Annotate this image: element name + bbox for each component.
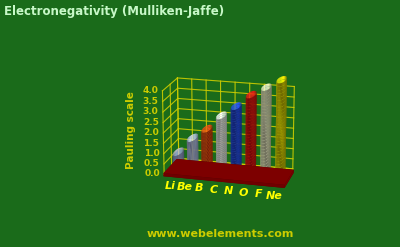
Text: www.webelements.com: www.webelements.com xyxy=(146,229,294,239)
Text: Pauling scale: Pauling scale xyxy=(126,91,136,169)
Text: Electronegativity (Mulliken-Jaffe): Electronegativity (Mulliken-Jaffe) xyxy=(4,5,224,18)
